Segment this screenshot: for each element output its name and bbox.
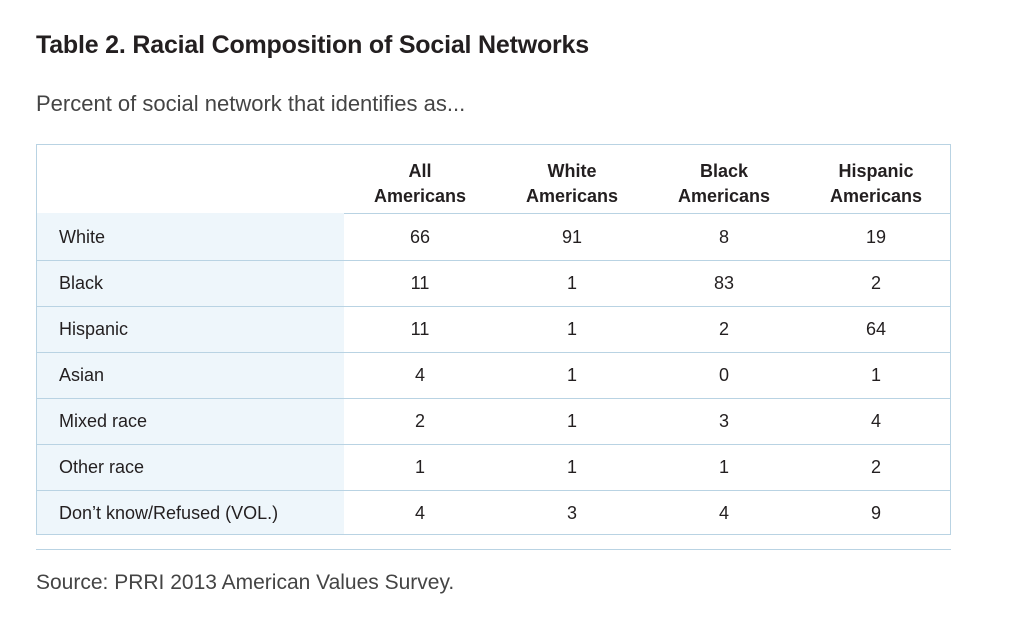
table-cell: 2: [870, 457, 881, 477]
table-cell: 4: [414, 503, 425, 523]
table-cell: 11: [410, 273, 430, 293]
table-cell: 1: [870, 365, 881, 385]
table-cell: 2: [414, 411, 425, 431]
table-cell: 3: [566, 503, 577, 523]
row-label: White: [59, 227, 106, 247]
table-cell: 4: [870, 411, 881, 431]
source-note: Source: PRRI 2013 American Values Survey…: [36, 571, 455, 594]
column-header: All Americans: [355, 159, 485, 209]
table-cell: 3: [718, 411, 729, 431]
table-cell: 1: [718, 457, 729, 477]
column-header-line1: Hispanic: [838, 161, 914, 181]
table-cell: 66: [409, 227, 431, 247]
table-cell: 4: [718, 503, 729, 523]
column-header: Black Americans: [659, 159, 789, 209]
table-cell: 64: [865, 319, 887, 339]
column-header-line2: Americans: [373, 186, 467, 206]
column-header-line1: All: [408, 161, 432, 181]
column-header: White Americans: [507, 159, 637, 209]
table-cell: 1: [566, 411, 577, 431]
row-label: Mixed race: [59, 411, 148, 431]
column-header-line2: Americans: [829, 186, 923, 206]
table-cell: 8: [718, 227, 729, 247]
table-subtitle: Percent of social network that identifie…: [36, 91, 466, 116]
table-row: White 66 91 8 19: [37, 214, 950, 261]
table-row: Other race 1 1 1 2: [37, 444, 950, 491]
table-cell: 19: [865, 227, 887, 247]
table-cell: 4: [414, 365, 425, 385]
table-cell: 2: [870, 273, 881, 293]
table-cell: 1: [566, 319, 577, 339]
table-row: Asian 4 1 0 1: [37, 352, 950, 399]
row-label: Black: [59, 273, 104, 293]
table-cell: 1: [414, 457, 425, 477]
column-header-line2: Americans: [677, 186, 771, 206]
table-title: Table 2. Racial Composition of Social Ne…: [36, 31, 589, 59]
table-row: Black 11 1 83 2: [37, 260, 950, 307]
table-row: Don’t know/Refused (VOL.) 4 3 4 9: [37, 490, 950, 536]
table-cell: 1: [566, 457, 577, 477]
row-label-column: [37, 213, 344, 534]
column-header: Hispanic Americans: [811, 159, 941, 209]
row-label: Don’t know/Refused (VOL.): [59, 503, 279, 523]
table-cell: 1: [566, 273, 577, 293]
row-label: Other race: [59, 457, 145, 477]
table-row: Mixed race 2 1 3 4: [37, 398, 950, 445]
row-label: Asian: [59, 365, 105, 385]
column-header-line1: Black: [699, 161, 749, 181]
data-table: All Americans White Americans Black Americans…: [36, 144, 951, 535]
table-cell: 83: [713, 273, 735, 293]
table-header-row: [37, 145, 950, 214]
bottom-divider: [36, 549, 951, 550]
table-row: Hispanic 11 1 2 64: [37, 306, 950, 353]
column-header-line1: White: [547, 161, 597, 181]
column-header-line2: Americans: [525, 186, 619, 206]
table-cell: 2: [718, 319, 729, 339]
table-cell: 11: [410, 319, 430, 339]
table-cell: 9: [870, 503, 881, 523]
table-cell: 1: [566, 365, 577, 385]
table-cell: 91: [561, 227, 583, 247]
row-label: Hispanic: [59, 319, 129, 339]
table-cell: 0: [718, 365, 729, 385]
